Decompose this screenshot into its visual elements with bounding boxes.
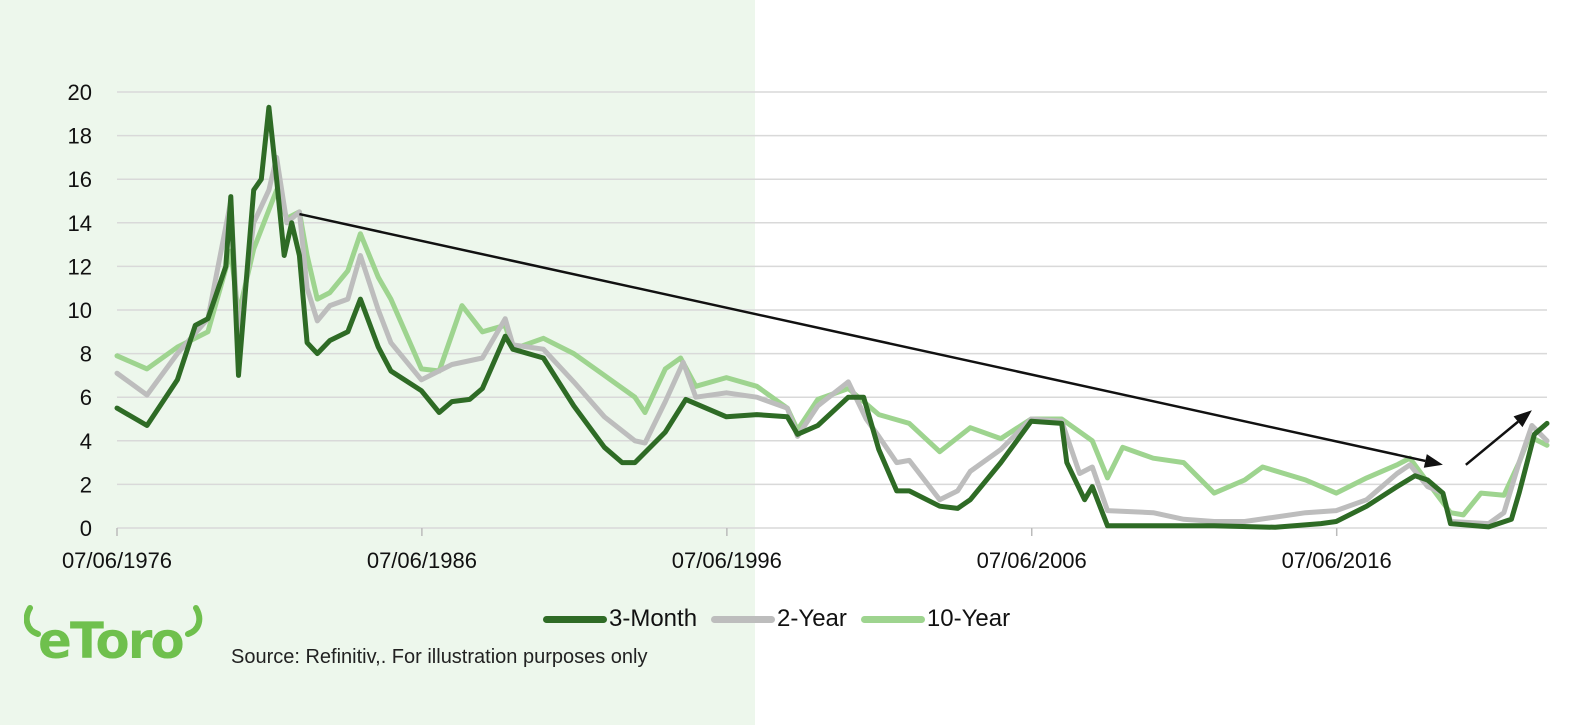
shaded-background-panel (0, 0, 755, 725)
y-tick-label: 12 (68, 254, 92, 279)
etoro-logo: eToro (24, 605, 203, 664)
x-tick-label: 07/06/1986 (367, 548, 477, 573)
legend-swatch-3-month (543, 615, 607, 623)
legend-label-2-year: 2-Year (777, 605, 847, 632)
x-tick-label: 07/06/2006 (977, 548, 1087, 573)
source-note: Source: Refinitiv,. For illustration pur… (231, 646, 648, 668)
legend-item-3-month: 3-Month (543, 605, 697, 633)
y-tick-label: 0 (80, 516, 92, 541)
y-axis-ticks: 0 2 4 6 8 10 12 14 16 18 20 (68, 80, 92, 541)
series-line-10-year (114, 187, 1550, 518)
y-tick-label: 20 (68, 80, 92, 105)
y-tick-label: 10 (68, 298, 92, 323)
x-tick-label: 07/06/2016 (1282, 548, 1392, 573)
y-tick-label: 16 (68, 167, 92, 192)
y-tick-label: 8 (80, 342, 92, 367)
y-tick-label: 14 (68, 211, 92, 236)
legend-swatch-2-year (711, 615, 776, 623)
series-lines (114, 104, 1550, 530)
y-tick-label: 2 (80, 472, 92, 497)
x-tick-label: 07/06/1996 (672, 548, 782, 573)
logo-text: eToro (38, 612, 183, 664)
series-line-3-month (114, 104, 1550, 530)
trend-arrow-head (1423, 454, 1443, 468)
y-tick-label: 6 (80, 385, 92, 410)
legend-swatch-10-year (860, 615, 925, 623)
y-tick-label: 18 (68, 124, 92, 149)
x-tick-label: 07/06/1976 (62, 548, 172, 573)
legend-item-10-year: 10-Year (860, 605, 1011, 633)
trend-arrow-head (1513, 410, 1532, 428)
legend-label-10-year: 10-Year (926, 605, 1011, 632)
x-axis-ticks: 07/06/1976 07/06/1986 07/06/1996 07/06/2006… (62, 528, 1392, 573)
trend-arrows (299, 212, 1532, 468)
trend-arrow-shaft (1465, 420, 1519, 466)
y-tick-label: 4 (80, 429, 92, 454)
legend-label-3-month: 3-Month (609, 605, 698, 632)
legend: 3-Month 2-Year 10-Year (543, 603, 1024, 635)
trend-arrow-shaft (299, 212, 1426, 463)
gridlines (117, 91, 1547, 529)
legend-item-2-year: 2-Year (711, 605, 847, 633)
